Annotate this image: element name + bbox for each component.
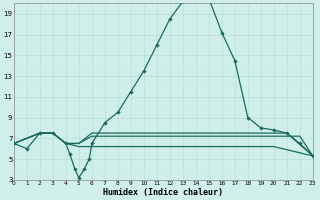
X-axis label: Humidex (Indice chaleur): Humidex (Indice chaleur) [103, 188, 223, 197]
